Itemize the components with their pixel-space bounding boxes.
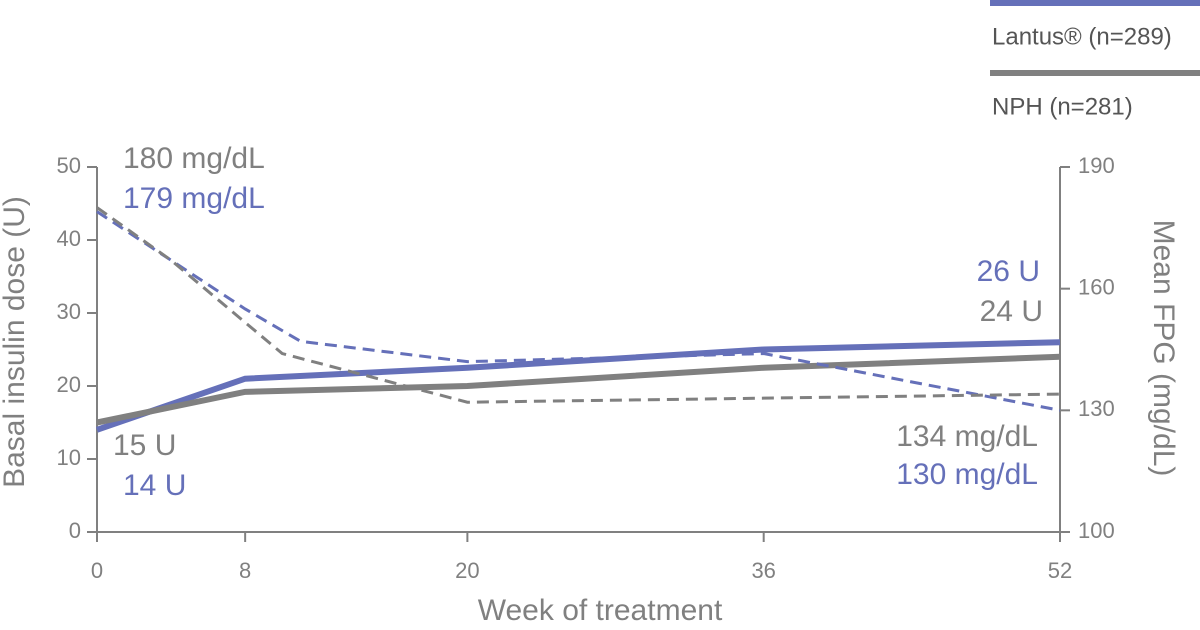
y-tick-label: 20: [57, 372, 81, 397]
y-tick-label: 50: [57, 153, 81, 178]
y-tick-label: 0: [69, 518, 81, 543]
data-label: 15 U: [113, 429, 176, 462]
y-tick-label: 40: [57, 226, 81, 251]
x-tick-label: 20: [455, 558, 479, 583]
dose-line: [96, 353, 1061, 426]
data-label: 180 mg/dL: [123, 142, 265, 175]
fpg-line: [96, 206, 1061, 404]
data-label: 130 mg/dL: [896, 458, 1038, 491]
y-tick-label: 10: [57, 445, 81, 470]
data-label: 14 U: [123, 469, 186, 502]
data-label: 134 mg/dL: [896, 420, 1038, 453]
data-label: 26 U: [977, 255, 1040, 288]
x-tick-label: 0: [91, 558, 103, 583]
dose-line: [96, 339, 1061, 433]
y-axis-title: Basal insulin dose (U): [0, 196, 31, 488]
data-label: 24 U: [980, 295, 1043, 328]
y2-tick-label: 160: [1078, 274, 1115, 299]
x-axis-title: Week of treatment: [478, 594, 723, 627]
legend-label: NPH (n=281): [992, 93, 1133, 120]
y2-axis-title: Mean FPG (mg/dL): [1147, 220, 1180, 477]
data-label: 179 mg/dL: [123, 182, 265, 215]
y2-tick-label: 100: [1078, 518, 1115, 543]
y2-tick-label: 130: [1078, 396, 1115, 421]
x-tick-label: 52: [1048, 558, 1072, 583]
legend-label: Lantus® (n=289): [992, 23, 1172, 50]
fpg-line: [96, 210, 1061, 412]
x-tick-label: 8: [239, 558, 251, 583]
y2-tick-label: 190: [1078, 153, 1115, 178]
x-tick-label: 36: [751, 558, 775, 583]
y-tick-label: 30: [57, 299, 81, 324]
